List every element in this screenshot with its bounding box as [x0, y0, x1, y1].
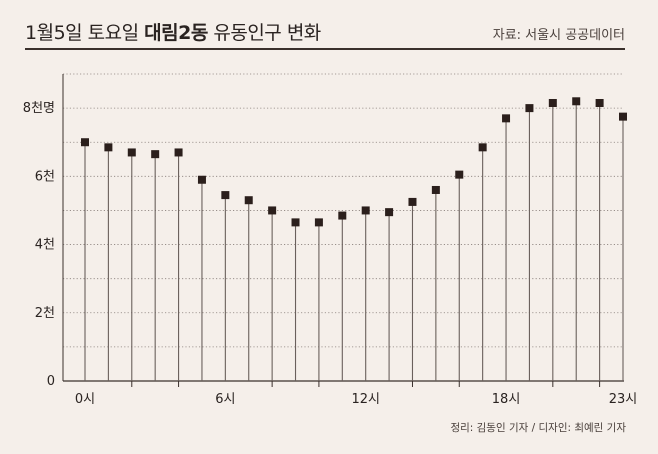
y-tick-label: 8천명 — [23, 101, 55, 116]
data-point — [151, 150, 160, 159]
y-tick-label: 4천 — [35, 238, 55, 253]
data-point — [268, 206, 277, 215]
data-point — [431, 185, 440, 194]
chart-header: 1월5일 토요일 대림2동 유동인구 변화 자료: 서울시 공공데이터 — [25, 14, 625, 50]
data-point — [127, 148, 136, 157]
data-point — [548, 98, 557, 107]
y-tick-label: 2천 — [35, 306, 55, 321]
x-tick-label: 0시 — [75, 392, 95, 407]
credit-line: 정리: 김동인 기자 / 디자인: 최예린 기자 — [450, 422, 626, 434]
title-location: 대림2동 — [144, 22, 208, 44]
y-tick-label: 0 — [47, 374, 55, 389]
data-point — [338, 211, 347, 220]
data-point — [595, 98, 604, 107]
x-tick-label: 6시 — [215, 392, 235, 407]
data-point — [221, 191, 230, 200]
data-point — [104, 143, 113, 152]
data-point — [361, 206, 370, 215]
data-point — [385, 208, 394, 217]
data-point — [572, 97, 581, 106]
data-point — [314, 218, 323, 227]
x-tick-label: 18시 — [492, 392, 521, 407]
data-point — [502, 114, 511, 123]
chart-title: 1월5일 토요일 대림2동 유동인구 변화 — [25, 18, 321, 45]
data-point — [455, 170, 464, 179]
x-tick-label: 12시 — [351, 392, 380, 407]
data-point — [619, 112, 627, 121]
data-point — [197, 175, 206, 184]
data-point — [525, 104, 534, 113]
data-point — [478, 143, 487, 152]
data-source: 자료: 서울시 공공데이터 — [492, 28, 625, 43]
data-point — [174, 148, 183, 157]
data-point — [408, 197, 417, 206]
title-suffix: 유동인구 변화 — [207, 22, 321, 44]
data-point — [81, 138, 89, 147]
x-tick-label: 23시 — [609, 392, 638, 407]
y-tick-label: 6천 — [35, 169, 55, 184]
title-prefix: 1월5일 토요일 — [25, 22, 145, 44]
data-point — [291, 218, 300, 227]
data-point — [244, 196, 253, 205]
